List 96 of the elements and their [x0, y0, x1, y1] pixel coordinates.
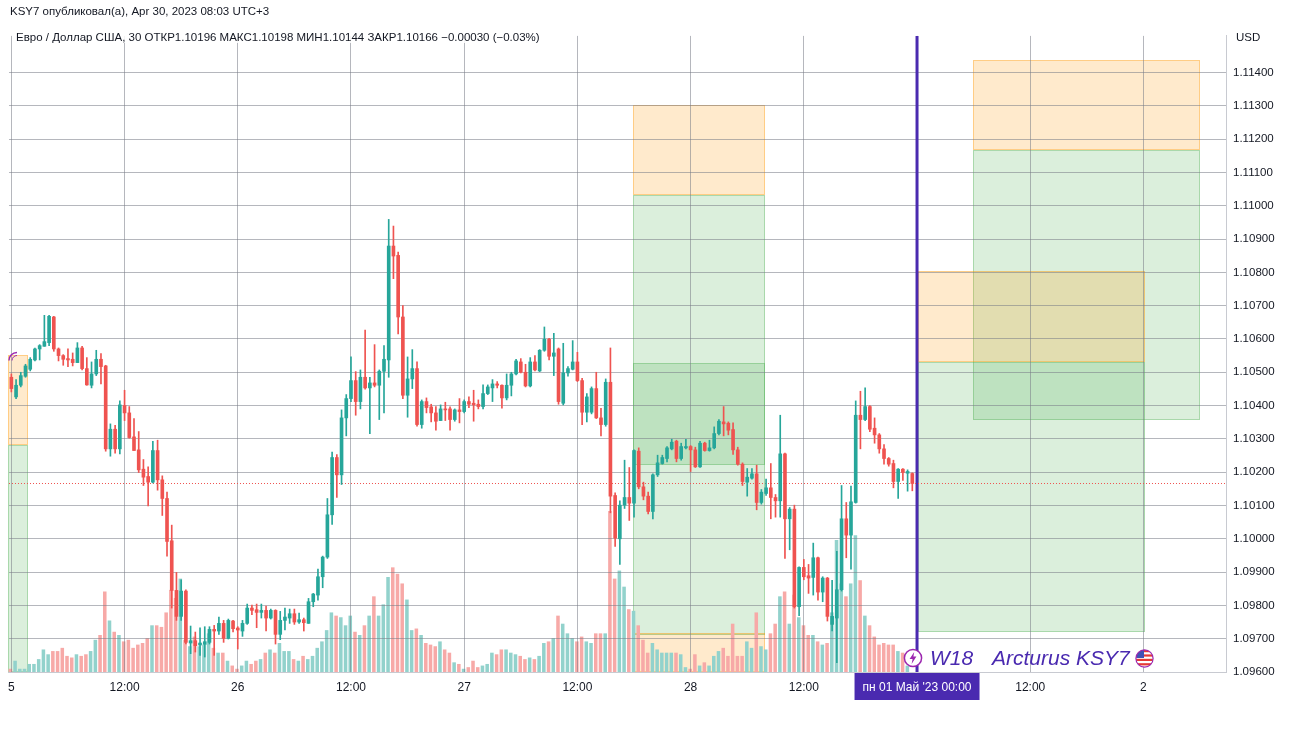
bar [863, 615, 867, 672]
x-tick-label: 2 [1140, 679, 1148, 694]
bar [825, 643, 829, 672]
bar [627, 609, 631, 672]
x-tick-label: 12:00 [109, 679, 140, 694]
bar [745, 641, 749, 672]
bar [796, 617, 801, 672]
bar [636, 625, 641, 672]
bar [112, 631, 116, 672]
bar [117, 634, 121, 672]
bar [230, 665, 235, 672]
y-axis-title: USD [1236, 31, 1261, 43]
chart-subtitle: Евро / Доллар США, 30 ОТКР1.10196 МАКС1.10198 МИН1.10144 ЗАКР1.10166 −0.00030 (−0.03%) [14, 31, 542, 43]
bar [353, 631, 357, 672]
y-tick-label: 1.09900 [1233, 565, 1275, 578]
y-tick-label: 1.09800 [1233, 598, 1275, 611]
bar [372, 596, 376, 672]
candlestick [551, 332, 556, 376]
bar [452, 662, 456, 672]
annotation: W18 [930, 646, 974, 670]
y-tick-label: 1.09700 [1233, 631, 1275, 644]
bar [339, 617, 343, 672]
bar [678, 654, 683, 672]
bar [348, 615, 353, 672]
bar [844, 596, 848, 672]
candlestick [787, 507, 792, 551]
bar [386, 577, 390, 672]
bar [778, 596, 782, 672]
bar [438, 641, 442, 672]
candlestick [745, 468, 750, 497]
x-tick-label: 5 [8, 679, 16, 694]
bar [575, 641, 579, 672]
bar [891, 644, 895, 672]
bar [145, 638, 150, 672]
x-tick-label: 26 [231, 679, 245, 694]
bar [811, 634, 815, 672]
bar [183, 639, 187, 672]
bar [424, 643, 428, 672]
y-tick-label: 1.10900 [1233, 232, 1275, 245]
x-tick-label: 12:00 [335, 679, 367, 694]
bar [754, 612, 759, 672]
x-tick-label: пн 01 Май '23 00:00 [862, 679, 972, 694]
bar [301, 655, 305, 672]
bar [367, 615, 371, 672]
y-tick-label: 1.11400 [1233, 65, 1274, 78]
x-tick-label: 12:00 [562, 679, 593, 694]
y-tick-label: 1.11200 [1233, 132, 1274, 145]
y-tick-label: 1.10000 [1233, 531, 1275, 544]
bar [390, 567, 395, 672]
x-tick-label: 27 [457, 679, 472, 694]
y-tick-label: 1.10700 [1233, 298, 1275, 311]
bar [740, 655, 744, 672]
bar [457, 663, 461, 672]
y-tick-label: 1.11300 [1233, 99, 1274, 112]
bar [881, 643, 886, 672]
y-tick-label: 1.09600 [1233, 665, 1275, 678]
bar [759, 646, 763, 672]
bar [603, 633, 607, 672]
y-tick-label: 1.10600 [1233, 332, 1275, 345]
bar [306, 659, 310, 672]
chart-title: KSY7 опубликовал(а), Apr 30, 2023 08:03 UTC+3 [10, 5, 270, 17]
y-tick-label: 1.10300 [1233, 432, 1275, 445]
bar [433, 646, 438, 672]
bar [69, 657, 74, 672]
x-tick-label: 12:00 [788, 679, 820, 694]
y-tick-label: 1.10800 [1233, 265, 1275, 278]
bar [27, 663, 32, 672]
bar [589, 643, 593, 672]
bar [773, 623, 777, 672]
bar [556, 615, 560, 672]
x-tick-label: 12:00 [1015, 679, 1046, 694]
bar [551, 638, 556, 672]
y-tick-label: 1.10500 [1233, 365, 1275, 378]
bar [405, 599, 409, 672]
bar [51, 651, 55, 672]
bar [334, 615, 338, 672]
x-tick-label: 28 [683, 679, 698, 694]
bar [608, 511, 612, 672]
y-tick-label: 1.10400 [1233, 398, 1275, 411]
y-tick-label: 1.10200 [1233, 465, 1275, 478]
annotation: Arcturus KSY7 [992, 646, 1130, 670]
candlestick [363, 329, 367, 390]
y-tick-label: 1.11000 [1233, 198, 1274, 211]
bar [150, 625, 154, 672]
y-tick-label: 1.11100 [1233, 165, 1273, 178]
candlestick [368, 376, 372, 434]
bar [858, 580, 862, 672]
y-tick-label: 1.10100 [1233, 498, 1275, 511]
bar [272, 652, 277, 672]
bar [896, 651, 900, 672]
bar [268, 649, 272, 672]
bar [674, 652, 678, 672]
bar [216, 652, 220, 672]
bar [593, 633, 598, 672]
bar [419, 634, 423, 672]
bar [221, 652, 225, 672]
